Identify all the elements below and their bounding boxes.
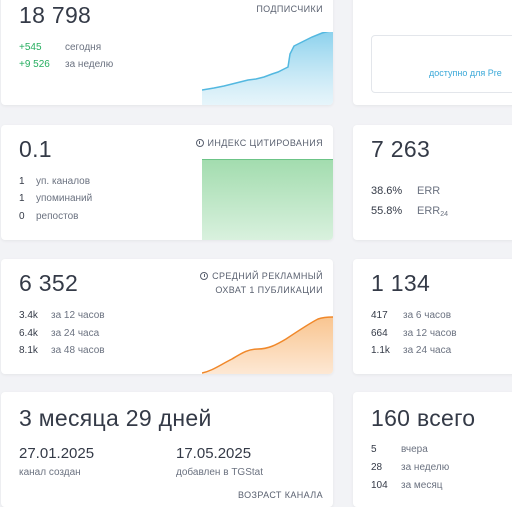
subscribers-week-row: +9 526 за неделю [19, 59, 113, 70]
views-row-num: 1.1k [371, 345, 390, 356]
posts-row-num: 28 [371, 462, 383, 473]
subscribers-today-row: +545 сегодня [19, 42, 101, 53]
views-row-num: 417 [371, 310, 388, 321]
reach-value: 6 352 [19, 270, 79, 296]
reach-label-wrap: СРЕДНИЙ РЕКЛАМНЫЙ ОХВАТ 1 ПУБЛИКАЦИИ [200, 269, 323, 297]
posts-row-text: за месяц [401, 480, 443, 491]
views-row-text: за 6 часов [403, 310, 452, 321]
subscribers-area [202, 32, 333, 105]
err-card[interactable]: 7 263 38.6% ERR 55.8% ERR24 [353, 125, 512, 240]
citation-row-num: 1 [19, 193, 25, 204]
citation-row-text: уп. каналов [36, 176, 91, 187]
reach-row-num: 3.4k [19, 310, 38, 321]
age-footer: ВОЗРАСТ КАНАЛА [237, 490, 323, 500]
premium-link[interactable]: доступно для Pre [429, 68, 502, 78]
age-value: 3 месяца 29 дней [19, 405, 212, 431]
reach-row-text: за 12 часов [51, 310, 105, 321]
reach-row-text: за 24 часа [51, 328, 100, 339]
reach-row-text: за 48 часов [51, 345, 105, 356]
views-row: 664 за 12 часов [371, 328, 457, 339]
added-date: 17.05.2025 [176, 445, 252, 462]
reach-line [202, 316, 333, 374]
citation-row-text: репостов [36, 211, 79, 222]
reach-row: 3.4k за 12 часов [19, 310, 105, 321]
posts-card[interactable]: 160 всего 5 вчера 28 за неделю 104 за месяц [353, 392, 512, 507]
week-delta: +9 526 [19, 59, 50, 70]
views-row-text: за 24 часа [403, 345, 452, 356]
clock-icon [195, 139, 204, 147]
posts-row: 5 вчера [371, 444, 428, 455]
reach-row: 8.1k за 48 часов [19, 345, 105, 356]
subscribers-card[interactable]: 18 798 ПОДПИСЧИКИ +545 сегодня +9 526 за н… [1, 0, 333, 105]
err-row-text: ERR [417, 185, 441, 197]
citation-label: ИНДЕКС ЦИТИРОВАНИЯ [207, 138, 323, 148]
views-card[interactable]: 1 134 417 за 6 часов 664 за 12 часов 1.1k з… [353, 259, 512, 374]
reach-row-num: 8.1k [19, 345, 38, 356]
err-row: 55.8% ERR24 [371, 205, 448, 218]
clock-icon [200, 272, 209, 280]
citation-row-num: 0 [19, 211, 25, 222]
citation-row: 1 упоминаний [19, 193, 92, 204]
today-label: сегодня [65, 42, 102, 53]
views-row-num: 664 [371, 328, 388, 339]
subscribers-sparkline [202, 32, 333, 105]
citation-row: 1 уп. каналов [19, 176, 90, 187]
citation-value: 0.1 [19, 136, 52, 162]
subscribers-label: ПОДПИСЧИКИ [256, 4, 323, 14]
views-value: 1 134 [371, 270, 431, 296]
reach-label-line2: ОХВАТ 1 ПУБЛИКАЦИИ [215, 285, 323, 295]
reach-label-line1: СРЕДНИЙ РЕКЛАМНЫЙ [212, 271, 323, 281]
age-card[interactable]: 3 месяца 29 дней 27.01.2025 канал создан… [1, 392, 333, 507]
citation-row: 0 репостов [19, 211, 78, 222]
posts-row-num: 104 [371, 480, 388, 491]
views-row: 417 за 6 часов [371, 310, 451, 321]
created-date: 27.01.2025 [19, 445, 95, 462]
subscribers-count: 18 798 [19, 2, 92, 28]
citation-area [202, 159, 333, 240]
err-row-sub: 24 [440, 211, 449, 218]
err-row: 38.6% ERR [371, 185, 440, 197]
err-value: 7 263 [371, 136, 431, 162]
reach-sparkline [202, 316, 333, 374]
premium-box [371, 35, 512, 93]
citation-chart [202, 159, 333, 240]
err-row-text: ERR [417, 205, 441, 217]
posts-value: 160 всего [371, 405, 476, 431]
added-label: добавлен в TGStat [176, 467, 264, 478]
posts-row: 104 за месяц [371, 480, 443, 491]
citation-card[interactable]: 0.1 ИНДЕКС ЦИТИРОВАНИЯ 1 уп. каналов 1 упо… [1, 125, 333, 240]
reach-area [202, 317, 333, 374]
posts-row-num: 5 [371, 444, 377, 455]
created-label: канал создан [19, 467, 81, 478]
reach-card[interactable]: 6 352 СРЕДНИЙ РЕКЛАМНЫЙ ОХВАТ 1 ПУБЛИКАЦ… [1, 259, 333, 374]
posts-row-text: за неделю [401, 462, 450, 473]
today-delta: +545 [19, 42, 42, 53]
views-row: 1.1k за 24 часа [371, 345, 451, 356]
reach-row-num: 6.4k [19, 328, 38, 339]
citation-row-text: упоминаний [36, 193, 93, 204]
premium-card: доступно для Pre [353, 0, 512, 105]
err-row-num: 55.8% [371, 205, 403, 217]
views-row-text: за 12 часов [403, 328, 457, 339]
citation-row-num: 1 [19, 176, 25, 187]
week-label: за неделю [65, 59, 114, 70]
err-row-num: 38.6% [371, 185, 403, 197]
citation-label-wrap: ИНДЕКС ЦИТИРОВАНИЯ [195, 136, 323, 150]
posts-row: 28 за неделю [371, 462, 449, 473]
subscribers-line [202, 32, 330, 91]
reach-row: 6.4k за 24 часа [19, 328, 99, 339]
posts-row-text: вчера [401, 444, 428, 455]
